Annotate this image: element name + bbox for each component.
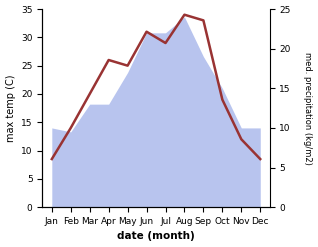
Y-axis label: max temp (C): max temp (C)	[5, 74, 16, 142]
Y-axis label: med. precipitation (kg/m2): med. precipitation (kg/m2)	[303, 52, 313, 165]
X-axis label: date (month): date (month)	[117, 231, 195, 242]
